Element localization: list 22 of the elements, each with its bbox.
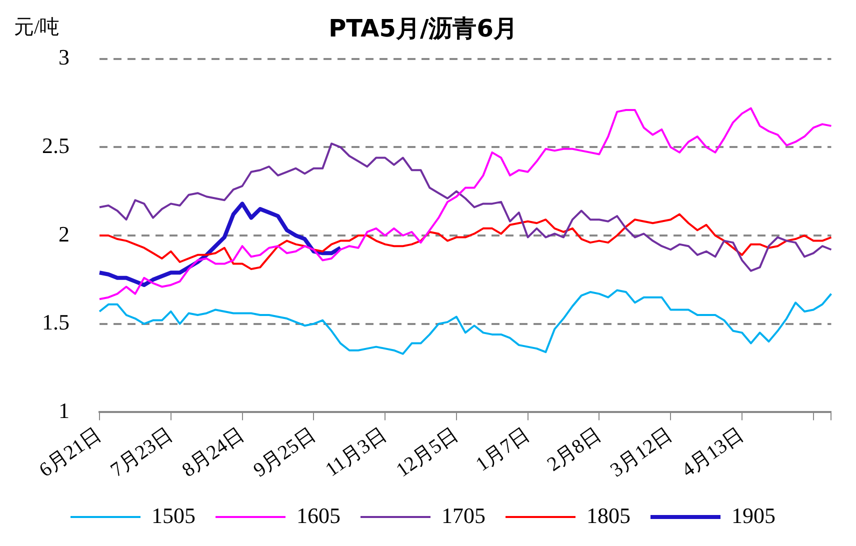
x-tick-label: 7月23日 [106,423,177,482]
legend-label: 1905 [732,502,776,528]
legend-label: 1505 [152,502,196,528]
x-tick-label: 11月3日 [322,423,391,482]
x-tick-label: 1月7日 [472,423,534,476]
legend-label: 1605 [296,502,340,528]
legend-label: 1805 [586,502,630,528]
y-tick-label: 2.5 [42,132,70,158]
chart-title: PTA5月/沥青6月 [328,14,518,43]
x-tick-label: 4月13日 [678,423,748,482]
y-tick-label: 3 [58,44,70,70]
legend-label: 1705 [442,502,486,528]
y-tick-label: 2 [58,221,70,246]
y-tick-label: 1.5 [42,310,70,335]
y-tick-label: 1 [58,398,70,423]
y-axis-title: 元/吨 [14,16,60,38]
x-tick-label: 8月24日 [178,423,248,482]
x-tick-label: 6月21日 [35,423,106,482]
x-tick-label: 2月8日 [543,423,606,476]
x-tick-label: 9月25日 [250,423,320,482]
x-tick-label: 3月12日 [606,423,676,482]
x-tick-label: 12月5日 [392,423,462,482]
